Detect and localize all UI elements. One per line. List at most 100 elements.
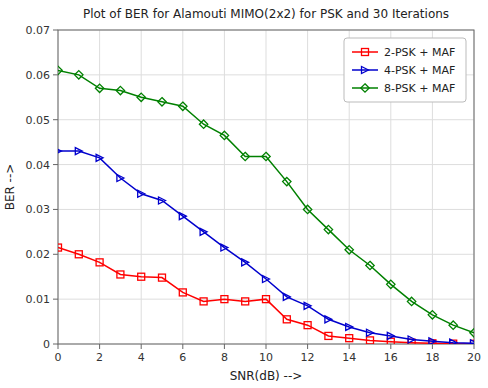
data-point	[137, 93, 145, 101]
data-point	[159, 274, 166, 281]
series	[58, 244, 474, 344]
data-point	[450, 339, 457, 344]
data-point	[96, 259, 103, 266]
y-tick	[53, 299, 58, 300]
series-line	[58, 151, 474, 343]
series	[58, 66, 474, 337]
axes: 0246810121416182000.010.020.030.040.050.…	[26, 24, 482, 364]
data-point	[346, 323, 353, 330]
data-point	[220, 131, 228, 139]
data-point	[75, 71, 83, 79]
y-grid-line	[58, 209, 474, 210]
y-tick	[53, 30, 58, 31]
x-tick-label: 20	[467, 351, 481, 364]
data-point	[58, 148, 62, 155]
x-tick-label: 6	[179, 351, 186, 364]
x-grid-line	[224, 30, 225, 344]
data-point	[58, 66, 62, 74]
x-grid-line	[266, 30, 267, 344]
x-tick	[307, 344, 308, 349]
legend-marker	[361, 84, 369, 92]
y-tick	[53, 119, 58, 120]
x-tick	[99, 344, 100, 349]
data-point	[470, 329, 474, 337]
legend-marker	[362, 49, 369, 56]
title: Plot of BER for Alamouti MIMO(2x2) for P…	[83, 7, 449, 21]
x-tick	[432, 344, 433, 349]
data-point	[117, 271, 124, 278]
x-tick	[58, 344, 59, 349]
data-point	[303, 205, 311, 213]
data-point	[367, 329, 374, 336]
x-tick	[474, 344, 475, 349]
series	[58, 148, 474, 344]
x-tick-label: 4	[138, 351, 145, 364]
data-point	[221, 244, 228, 251]
data-point	[158, 98, 166, 106]
data-point	[179, 213, 186, 220]
data-point	[262, 152, 270, 160]
data-point	[283, 316, 290, 323]
data-point	[304, 322, 311, 329]
data-point	[138, 273, 145, 280]
data-point	[200, 228, 207, 235]
data-point	[241, 152, 249, 160]
data-point	[408, 336, 415, 343]
x-tick	[182, 344, 183, 349]
y-tick-label: 0	[43, 338, 50, 351]
x-tick-label: 14	[342, 351, 356, 364]
x-tick-label: 18	[425, 351, 439, 364]
grid	[58, 30, 474, 344]
data-point	[95, 84, 103, 92]
legend-swatch	[352, 51, 378, 53]
data-point	[242, 259, 249, 266]
y-tick-label: 0.04	[26, 159, 51, 172]
series-line	[58, 248, 474, 344]
y-tick-label: 0.05	[26, 114, 51, 127]
x-grid-line	[141, 30, 142, 344]
data-point	[199, 120, 207, 128]
x-tick	[266, 344, 267, 349]
data-point	[179, 289, 186, 296]
data-point	[304, 302, 311, 309]
data-point	[221, 296, 228, 303]
data-point	[75, 148, 82, 155]
data-point	[116, 86, 124, 94]
y-tick	[53, 254, 58, 255]
legend-swatch	[352, 87, 378, 89]
data-point	[117, 175, 124, 182]
data-point	[387, 332, 394, 339]
data-point	[387, 280, 395, 288]
legend: 2-PSK + MAF4-PSK + MAF8-PSK + MAF	[344, 38, 466, 102]
x-grid-line	[307, 30, 308, 344]
data-point	[345, 246, 353, 254]
x-tick-label: 8	[221, 351, 228, 364]
chart: 0246810121416182000.010.020.030.040.050.…	[0, 0, 488, 388]
data-point	[263, 275, 270, 282]
data-point	[200, 298, 207, 305]
legend-label: 2-PSK + MAF	[384, 46, 455, 59]
y-tick	[53, 344, 58, 345]
data-point	[96, 154, 103, 161]
y-tick-label: 0.01	[26, 293, 51, 306]
data-point	[58, 244, 62, 251]
y-tick-label: 0.07	[26, 24, 51, 37]
y-grid-line	[58, 119, 474, 120]
y-tick-label: 0.03	[26, 203, 51, 216]
x-grid-line	[182, 30, 183, 344]
data-point	[346, 335, 353, 342]
data-point	[242, 298, 249, 305]
data-point	[325, 316, 332, 323]
x-tick-label: 12	[301, 351, 315, 364]
x-tick-label: 0	[55, 351, 62, 364]
x-tick	[224, 344, 225, 349]
data-point	[75, 251, 82, 258]
legend-box	[344, 38, 466, 102]
x-axis-label: SNR(dB) -->	[230, 369, 303, 383]
y-tick-label: 0.02	[26, 248, 51, 261]
data-point	[324, 225, 332, 233]
x-tick-label: 2	[96, 351, 103, 364]
data-point	[471, 340, 475, 344]
series-line	[58, 70, 474, 332]
y-tick	[53, 164, 58, 165]
